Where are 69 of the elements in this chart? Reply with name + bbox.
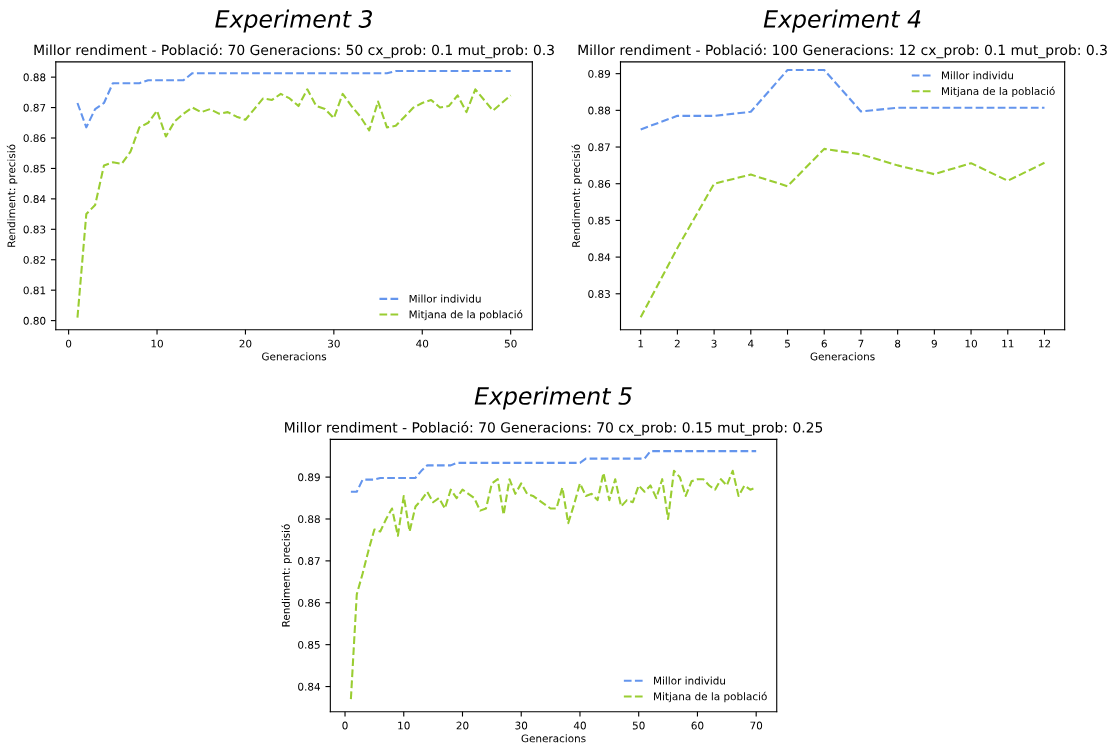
y-tick-label: 0.84 bbox=[298, 682, 321, 691]
x-tick-label: 3 bbox=[711, 339, 717, 348]
x-tick-label: 9 bbox=[931, 339, 937, 348]
y-tick-label: 0.85 bbox=[23, 164, 46, 173]
y-tick-label: 0.89 bbox=[298, 473, 320, 482]
y-tick-label: 0.88 bbox=[298, 515, 320, 524]
y-tick-label: 0.84 bbox=[588, 253, 611, 262]
y-tick-label: 0.83 bbox=[588, 290, 610, 298]
y-tick-label: 0.83 bbox=[23, 225, 46, 234]
x-tick-label: 11 bbox=[1002, 339, 1014, 348]
y-axis-title: Rendiment: precisió bbox=[281, 524, 292, 627]
x-tick-label: 1 bbox=[638, 339, 644, 348]
x-tick-label: 10 bbox=[965, 339, 977, 348]
x-axis-title: Generacions bbox=[810, 352, 875, 361]
x-tick-label: 10 bbox=[151, 339, 163, 348]
y-tick-label: 0.86 bbox=[588, 179, 611, 188]
x-tick-label: 30 bbox=[515, 721, 528, 730]
x-tick-label: 0 bbox=[342, 721, 348, 730]
chart-subtitle: Millor rendiment - Població: 70 Generacions: 50 cx_prob: 0.1 mut_prob: 0.3 bbox=[34, 43, 554, 59]
chart-title: Experiment 4 bbox=[763, 9, 921, 33]
x-tick-label: 12 bbox=[1038, 339, 1051, 348]
chart-title: Experiment 5 bbox=[474, 386, 632, 410]
legend-label: Mitjana de la població bbox=[941, 86, 1055, 98]
x-axis-title: Generacions bbox=[521, 734, 586, 743]
y-axis-title: Rendiment: precisió bbox=[6, 144, 18, 247]
y-tick-label: 0.85 bbox=[298, 640, 320, 649]
y-tick-label: 0.82 bbox=[23, 255, 46, 264]
x-tick-label: 40 bbox=[416, 339, 429, 348]
legend-label: Millor individu bbox=[654, 676, 725, 685]
chart-subtitle: Millor rendiment - Població: 100 Generacions: 12 cx_prob: 0.1 mut_prob: 0.3 bbox=[578, 43, 1107, 59]
y-tick-label: 0.86 bbox=[298, 598, 320, 607]
y-tick-label: 0.86 bbox=[23, 134, 46, 143]
legend-label: Mitjana de la població bbox=[409, 309, 523, 321]
chart-title: Experiment 3 bbox=[215, 9, 373, 33]
y-tick-label: 0.84 bbox=[23, 195, 46, 203]
y-tick-label: 0.88 bbox=[588, 106, 611, 115]
x-tick-label: 20 bbox=[239, 339, 252, 348]
legend-label: Millor individu bbox=[409, 294, 481, 303]
x-tick-label: 6 bbox=[821, 339, 827, 348]
y-tick-label: 0.89 bbox=[588, 69, 611, 78]
y-tick-label: 0.85 bbox=[588, 216, 610, 225]
y-tick-label: 0.87 bbox=[588, 143, 610, 152]
x-tick-label: 4 bbox=[748, 339, 754, 348]
y-tick-label: 0.81 bbox=[23, 286, 46, 295]
x-tick-label: 2 bbox=[674, 339, 680, 348]
y-tick-label: 0.80 bbox=[23, 316, 46, 325]
legend-label: Millor individu bbox=[941, 71, 1013, 80]
y-tick-label: 0.87 bbox=[298, 557, 320, 565]
line-series bbox=[76, 70, 512, 129]
x-axis-title: Generacions bbox=[262, 352, 327, 361]
x-tick-label: 50 bbox=[632, 721, 645, 730]
legend-label: Mitjana de la població bbox=[654, 691, 767, 703]
x-tick-label: 70 bbox=[750, 721, 763, 730]
y-tick-label: 0.87 bbox=[23, 103, 46, 112]
x-tick-label: 7 bbox=[858, 339, 864, 348]
x-tick-label: 10 bbox=[398, 721, 410, 730]
x-tick-label: 60 bbox=[691, 721, 704, 730]
x-tick-label: 20 bbox=[456, 721, 469, 730]
line-series bbox=[639, 147, 1046, 319]
x-tick-label: 5 bbox=[785, 339, 790, 348]
chart-subtitle: Millor rendiment - Població: 70 Generacions: 70 cx_prob: 0.15 mut_prob: 0.25 bbox=[285, 421, 823, 436]
y-tick-label: 0.88 bbox=[23, 73, 46, 82]
x-tick-label: 30 bbox=[328, 339, 340, 348]
x-tick-label: 40 bbox=[573, 721, 586, 730]
x-tick-label: 0 bbox=[65, 339, 72, 348]
x-tick-label: 50 bbox=[504, 339, 517, 348]
x-tick-label: 8 bbox=[895, 339, 901, 348]
line-series bbox=[349, 450, 758, 493]
y-axis-title: Rendiment: precisió bbox=[571, 144, 583, 247]
